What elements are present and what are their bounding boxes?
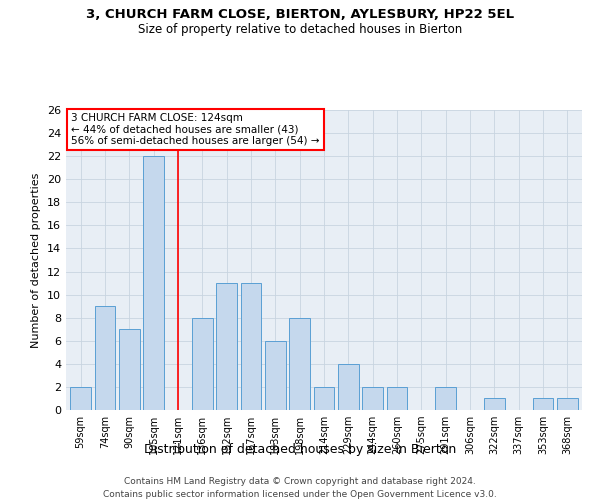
Bar: [119, 329, 140, 410]
Bar: [265, 341, 286, 410]
Bar: [436, 387, 456, 410]
Bar: [557, 398, 578, 410]
Bar: [192, 318, 212, 410]
Bar: [289, 318, 310, 410]
Bar: [314, 387, 334, 410]
Text: 3, CHURCH FARM CLOSE, BIERTON, AYLESBURY, HP22 5EL: 3, CHURCH FARM CLOSE, BIERTON, AYLESBURY…: [86, 8, 514, 20]
Y-axis label: Number of detached properties: Number of detached properties: [31, 172, 41, 348]
Bar: [241, 283, 262, 410]
Bar: [533, 398, 553, 410]
Bar: [143, 156, 164, 410]
Bar: [338, 364, 359, 410]
Text: 3 CHURCH FARM CLOSE: 124sqm
← 44% of detached houses are smaller (43)
56% of sem: 3 CHURCH FARM CLOSE: 124sqm ← 44% of det…: [71, 113, 320, 146]
Text: Size of property relative to detached houses in Bierton: Size of property relative to detached ho…: [138, 22, 462, 36]
Bar: [70, 387, 91, 410]
Text: Distribution of detached houses by size in Bierton: Distribution of detached houses by size …: [144, 442, 456, 456]
Bar: [216, 283, 237, 410]
Bar: [386, 387, 407, 410]
Text: Contains HM Land Registry data © Crown copyright and database right 2024.
Contai: Contains HM Land Registry data © Crown c…: [103, 478, 497, 499]
Bar: [484, 398, 505, 410]
Bar: [95, 306, 115, 410]
Bar: [362, 387, 383, 410]
